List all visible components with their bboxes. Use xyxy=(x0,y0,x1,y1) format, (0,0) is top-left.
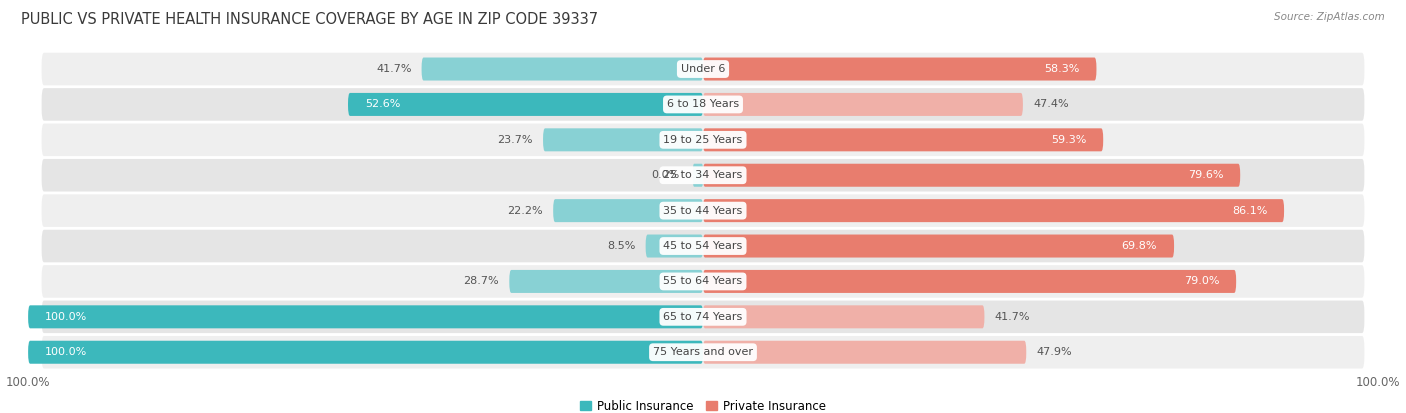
Text: 47.4%: 47.4% xyxy=(1033,100,1069,109)
Text: 65 to 74 Years: 65 to 74 Years xyxy=(664,312,742,322)
Text: 69.8%: 69.8% xyxy=(1122,241,1157,251)
Text: 19 to 25 Years: 19 to 25 Years xyxy=(664,135,742,145)
Text: 23.7%: 23.7% xyxy=(498,135,533,145)
FancyBboxPatch shape xyxy=(509,270,703,293)
FancyBboxPatch shape xyxy=(645,235,703,258)
Text: 79.6%: 79.6% xyxy=(1188,170,1223,180)
Text: 25 to 34 Years: 25 to 34 Years xyxy=(664,170,742,180)
Text: 8.5%: 8.5% xyxy=(607,241,636,251)
FancyBboxPatch shape xyxy=(703,305,984,328)
Text: Under 6: Under 6 xyxy=(681,64,725,74)
FancyBboxPatch shape xyxy=(703,57,1097,81)
FancyBboxPatch shape xyxy=(553,199,703,222)
Legend: Public Insurance, Private Insurance: Public Insurance, Private Insurance xyxy=(575,395,831,413)
Text: 86.1%: 86.1% xyxy=(1232,206,1267,216)
Text: 41.7%: 41.7% xyxy=(994,312,1031,322)
Text: 22.2%: 22.2% xyxy=(508,206,543,216)
FancyBboxPatch shape xyxy=(703,199,1284,222)
Text: 41.7%: 41.7% xyxy=(375,64,412,74)
FancyBboxPatch shape xyxy=(42,230,1364,262)
Text: 45 to 54 Years: 45 to 54 Years xyxy=(664,241,742,251)
FancyBboxPatch shape xyxy=(703,128,1104,151)
FancyBboxPatch shape xyxy=(703,164,1240,187)
FancyBboxPatch shape xyxy=(703,93,1024,116)
Text: Source: ZipAtlas.com: Source: ZipAtlas.com xyxy=(1274,12,1385,22)
FancyBboxPatch shape xyxy=(349,93,703,116)
Text: 6 to 18 Years: 6 to 18 Years xyxy=(666,100,740,109)
FancyBboxPatch shape xyxy=(703,235,1174,258)
Text: 28.7%: 28.7% xyxy=(464,276,499,287)
FancyBboxPatch shape xyxy=(543,128,703,151)
FancyBboxPatch shape xyxy=(422,57,703,81)
Text: 58.3%: 58.3% xyxy=(1045,64,1080,74)
FancyBboxPatch shape xyxy=(28,341,703,364)
FancyBboxPatch shape xyxy=(42,88,1364,121)
FancyBboxPatch shape xyxy=(693,164,703,187)
Text: PUBLIC VS PRIVATE HEALTH INSURANCE COVERAGE BY AGE IN ZIP CODE 39337: PUBLIC VS PRIVATE HEALTH INSURANCE COVER… xyxy=(21,12,598,27)
FancyBboxPatch shape xyxy=(42,123,1364,156)
Text: 79.0%: 79.0% xyxy=(1184,276,1219,287)
FancyBboxPatch shape xyxy=(42,159,1364,192)
Text: 55 to 64 Years: 55 to 64 Years xyxy=(664,276,742,287)
FancyBboxPatch shape xyxy=(42,301,1364,333)
FancyBboxPatch shape xyxy=(42,53,1364,85)
FancyBboxPatch shape xyxy=(42,195,1364,227)
Text: 35 to 44 Years: 35 to 44 Years xyxy=(664,206,742,216)
Text: 100.0%: 100.0% xyxy=(45,347,87,357)
FancyBboxPatch shape xyxy=(28,305,703,328)
Text: 52.6%: 52.6% xyxy=(366,100,401,109)
Text: 100.0%: 100.0% xyxy=(45,312,87,322)
FancyBboxPatch shape xyxy=(703,270,1236,293)
Text: 0.0%: 0.0% xyxy=(651,170,679,180)
Text: 47.9%: 47.9% xyxy=(1036,347,1071,357)
FancyBboxPatch shape xyxy=(703,341,1026,364)
FancyBboxPatch shape xyxy=(42,336,1364,368)
Text: 59.3%: 59.3% xyxy=(1050,135,1087,145)
Text: 75 Years and over: 75 Years and over xyxy=(652,347,754,357)
FancyBboxPatch shape xyxy=(42,265,1364,298)
